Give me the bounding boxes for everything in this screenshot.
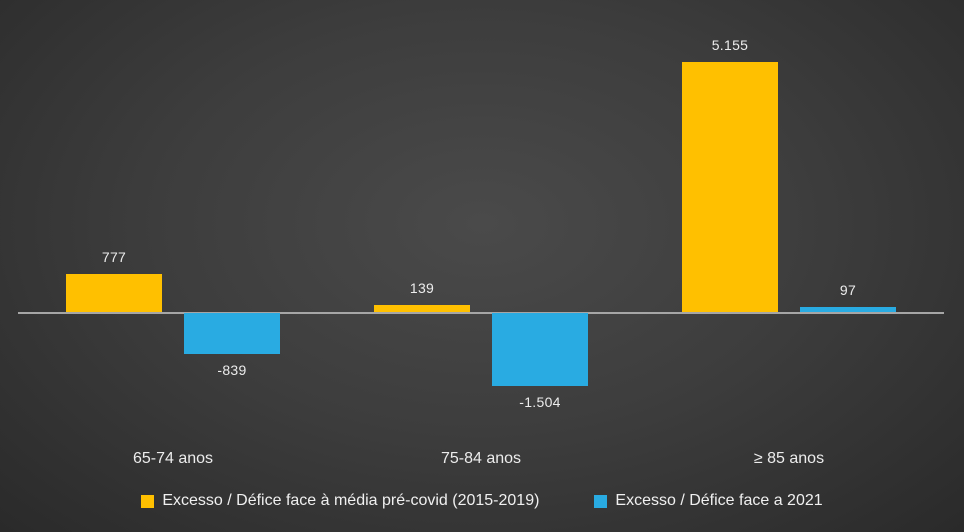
bar-value-label: -839 — [217, 361, 247, 378]
bar-value-label: 5.155 — [711, 37, 749, 53]
bar-series0-cat0 — [66, 274, 162, 312]
bar-series0-cat1 — [374, 305, 470, 312]
chart-legend: Excesso / Défice face à média pré-covid … — [0, 492, 964, 510]
bar-value-label: 97 — [839, 282, 857, 299]
bar-series0-cat2 — [682, 62, 778, 312]
legend-label-2021: Excesso / Défice face a 2021 — [615, 492, 823, 509]
bar-series1-cat0 — [184, 313, 280, 354]
legend-swatch-precovid-icon — [141, 494, 155, 508]
bar-series1-cat2 — [800, 307, 896, 312]
bar-value-label: 777 — [101, 249, 127, 266]
category-label: ≥ 85 anos — [753, 450, 825, 467]
legend-item-precovid: Excesso / Défice face à média pré-covid … — [141, 492, 539, 510]
bar-value-label: -1.504 — [519, 393, 561, 410]
legend-swatch-2021-icon — [594, 494, 608, 508]
legend-label-precovid: Excesso / Défice face à média pré-covid … — [162, 492, 540, 509]
category-label: 65-74 anos — [132, 450, 214, 467]
bar-value-label: 139 — [409, 280, 435, 297]
x-axis-zero-line — [18, 312, 944, 314]
bar-series1-cat1 — [492, 313, 588, 386]
category-label: 75-84 anos — [440, 450, 522, 467]
legend-item-2021: Excesso / Défice face a 2021 — [594, 492, 823, 510]
